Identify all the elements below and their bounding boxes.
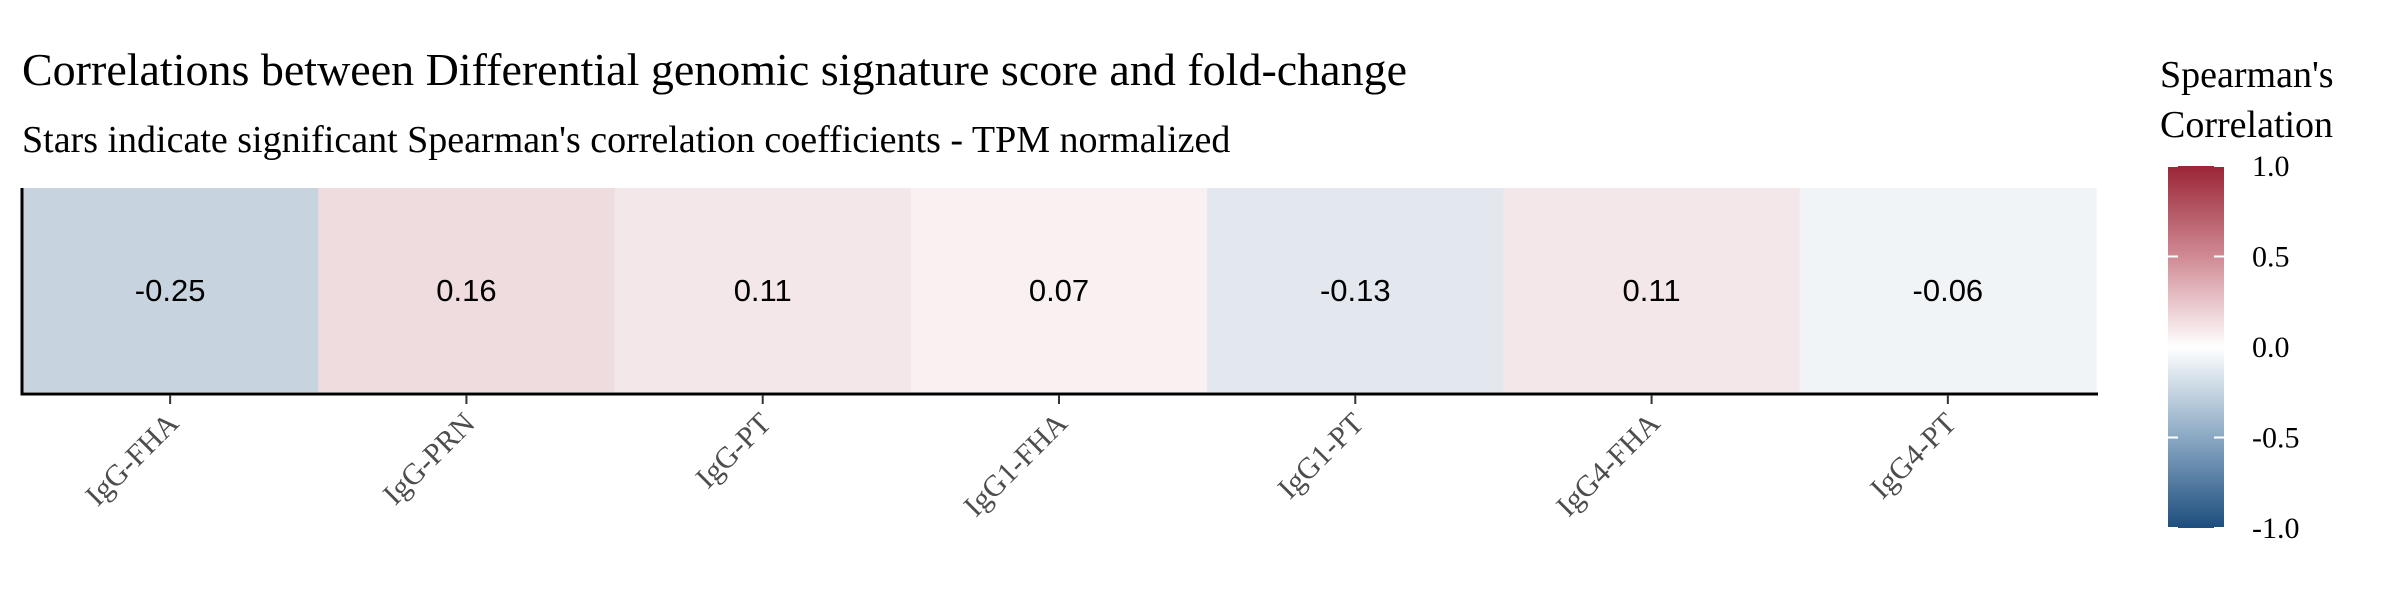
cell-value-label: -0.25 [135,273,206,308]
cell-value-label: 0.11 [1623,273,1681,308]
heatmap-cell-IgG-FHA [22,188,319,392]
x-tick-label: IgG-FHA [79,406,185,512]
cell-value-label: -0.13 [1320,273,1391,308]
heatmap-cell-IgG1-PT [1207,188,1505,392]
x-axis-tick-labels: IgG-FHA IgG-PRN IgG-PT IgG1-FHA IgG1-PT IgG4-… [79,406,1963,523]
legend-tick-label: 1.0 [2252,150,2290,183]
cell-value-label: 0.07 [1029,273,1089,308]
legend-tick-label: -0.5 [2252,422,2300,455]
chart-subtitle: Stars indicate significant Spearman's co… [22,119,1230,161]
legend-ticks: 1.0 0.5 0.0 -0.5 -1.0 [2168,150,2300,545]
x-tick-label: IgG1-PT [1271,407,1370,506]
chart-title: Correlations between Differential genomi… [22,44,1407,95]
legend-tick-label: -1.0 [2252,512,2300,545]
x-tick-label: IgG1-FHA [958,406,1075,523]
legend-title-line2: Correlation [2160,104,2333,146]
heatmap-cells [22,188,2097,392]
x-axis-ticks [169,395,1949,404]
x-tick-label: IgG-PRN [377,407,482,512]
cell-value-label: 0.16 [436,273,496,308]
x-tick-label: IgG4-PT [1864,407,1963,506]
legend-tick-label: 0.0 [2252,331,2290,364]
heatmap-cell-IgG4-PT [1799,188,2097,392]
cell-value-label: -0.06 [1913,273,1984,308]
x-tick-label: IgG-PT [690,407,778,495]
legend-title-line1: Spearman's [2160,54,2334,96]
heatmap-cell-IgG1-FHA [910,188,1208,392]
heatmap-cell-IgG4-FHA [1503,188,1801,392]
heatmap-cell-IgG-PT [614,188,912,392]
heatmap-cell-labels: -0.25 0.16 0.11 0.07 -0.13 0.11 -0.06 [135,273,1983,308]
legend: Spearman's Correlation 1.0 0.5 0.0 -0.5 -1.0 [2160,54,2334,545]
legend-tick-label: 0.5 [2252,241,2290,274]
heatmap-cell-IgG-PRN [318,188,616,392]
cell-value-label: 0.11 [734,273,792,308]
x-tick-label: IgG4-FHA [1550,406,1667,523]
